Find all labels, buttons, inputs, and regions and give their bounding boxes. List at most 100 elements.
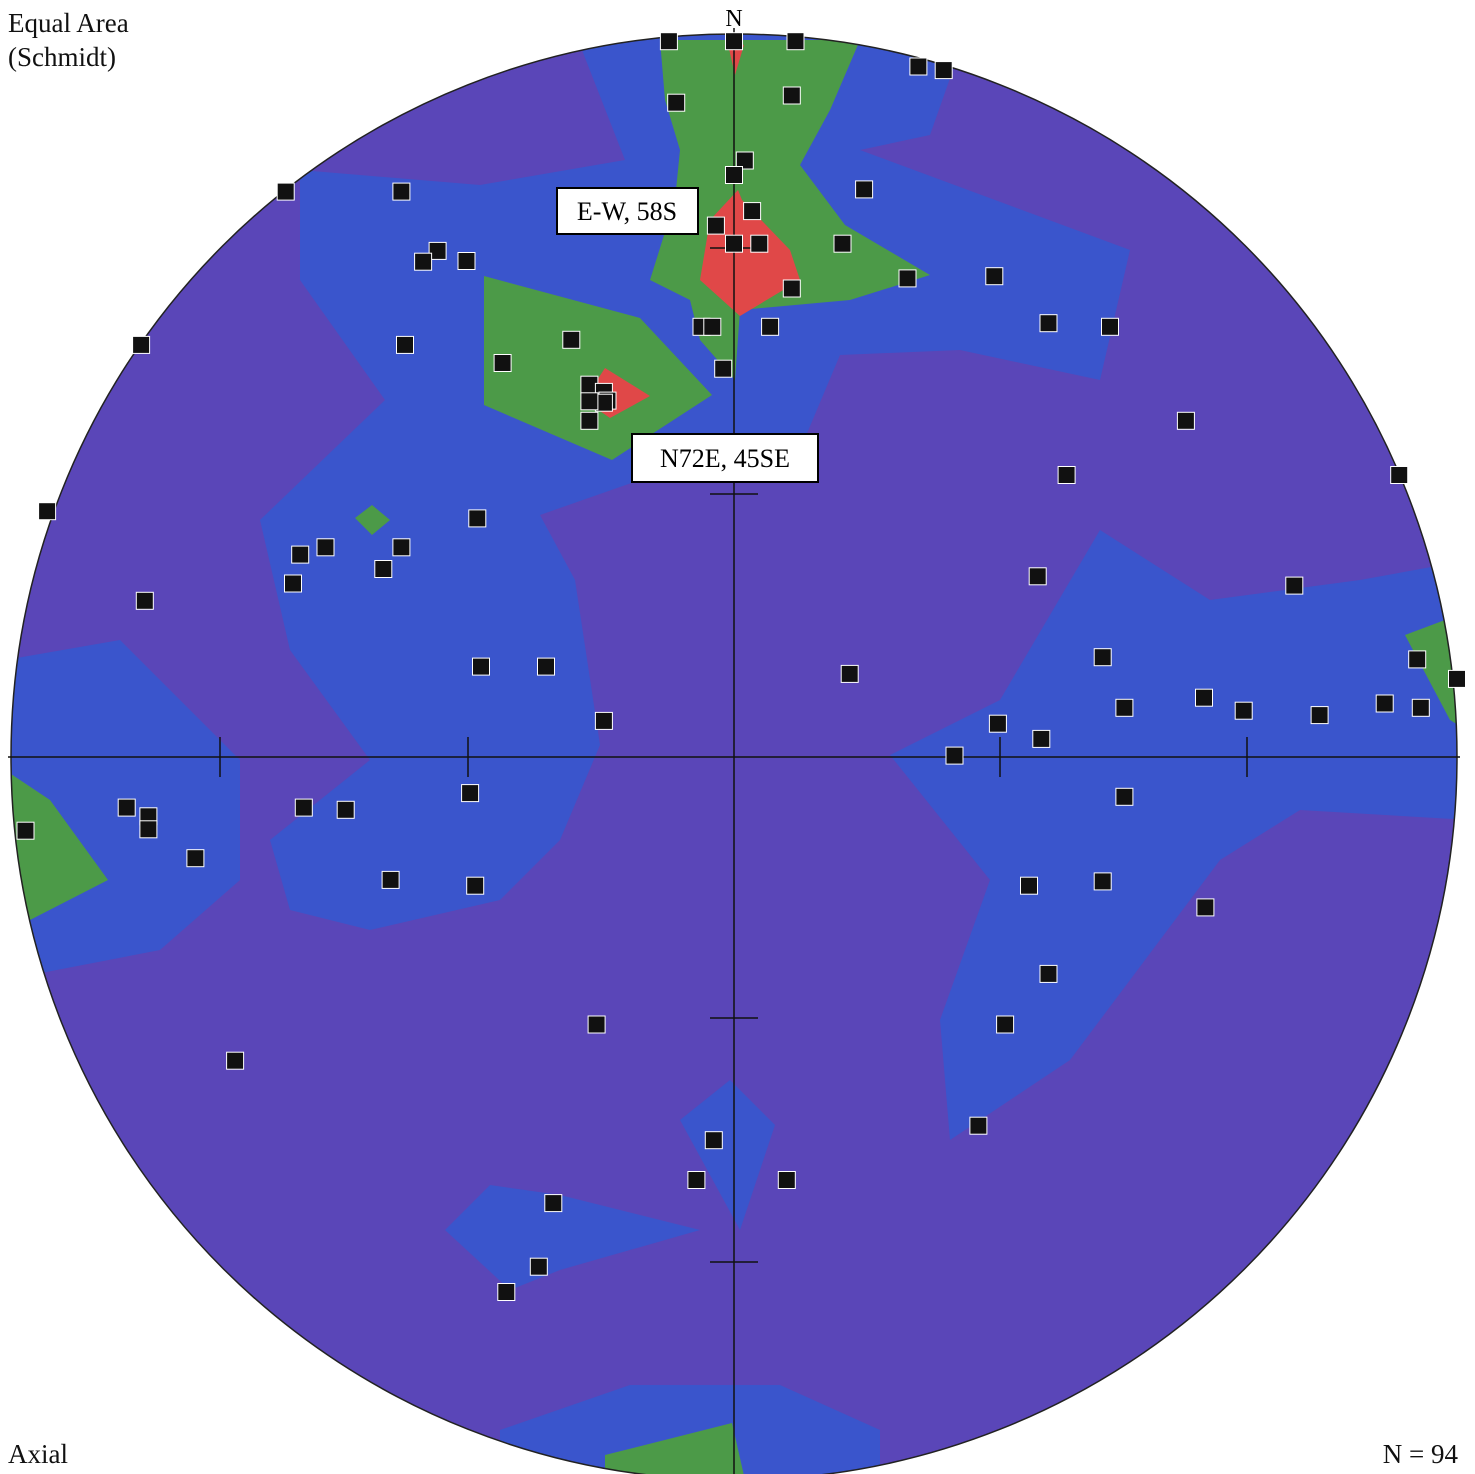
pole-point-62	[1375, 694, 1394, 713]
pole-point-0	[659, 32, 678, 51]
pole-point-38	[580, 411, 599, 430]
pole-point-23	[132, 335, 151, 354]
contour-low-south-center	[680, 1080, 775, 1230]
pole-point-88	[687, 1171, 706, 1189]
pole-point-10	[276, 182, 295, 201]
contour-low-south	[500, 1385, 880, 1474]
contour-low-east	[890, 530, 1457, 1140]
pole-point-90	[544, 1194, 563, 1213]
pole-point-8	[725, 166, 743, 184]
pole-point-53	[840, 664, 859, 683]
pole-point-92	[497, 1283, 516, 1301]
pole-point-78	[466, 876, 485, 895]
pole-point-51	[135, 591, 154, 610]
annotation-ew-box	[556, 187, 699, 235]
pole-point-87	[704, 1131, 723, 1150]
pole-point-86	[969, 1116, 988, 1135]
crosshair	[8, 28, 1460, 1474]
annotation-n72e-text: N72E, 45SE	[660, 444, 790, 473]
north-label: N	[725, 6, 742, 32]
pole-point-89	[777, 1171, 796, 1189]
contour-mid-cluster	[484, 276, 712, 460]
pole-point-30	[761, 317, 780, 336]
pole-point-18	[414, 252, 433, 271]
pole-point-70	[117, 798, 136, 817]
pole-point-5	[909, 57, 928, 76]
pole-point-32	[714, 359, 733, 378]
pole-point-65	[988, 714, 1007, 733]
pole-point-21	[985, 267, 1004, 286]
pole-point-7	[735, 151, 754, 170]
count-label: N = 94	[1382, 1439, 1458, 1469]
pole-point-24	[396, 335, 414, 354]
pole-point-46	[392, 538, 411, 557]
pole-point-16	[833, 234, 852, 253]
annotation-ew-text: E-W, 58S	[577, 197, 677, 226]
pole-point-74	[294, 798, 313, 817]
pole-point-50	[1285, 576, 1304, 595]
projection-title: Equal Area	[8, 8, 129, 38]
pole-point-59	[1115, 698, 1134, 717]
annotation-n72e-box	[631, 433, 819, 483]
pole-point-43	[468, 509, 487, 528]
pole-point-64	[594, 711, 613, 730]
pole-point-44	[316, 538, 335, 557]
pole-point-14	[725, 234, 743, 253]
pole-point-3	[667, 93, 686, 112]
pole-point-45	[291, 545, 310, 564]
pole-point-6	[934, 61, 953, 80]
pole-point-47	[374, 560, 393, 578]
pole-point-1	[725, 32, 743, 51]
pole-point-73	[139, 820, 158, 839]
plot-kind-label: Axial	[8, 1439, 68, 1469]
pole-point-52	[1093, 648, 1112, 667]
projection-subtitle: (Schmidt)	[8, 42, 116, 72]
pole-point-15	[750, 234, 769, 253]
contour-mid-small	[355, 505, 390, 535]
pole-point-63	[1411, 698, 1430, 717]
pole-point-42	[38, 502, 57, 521]
pole-points	[16, 32, 1466, 1301]
pole-point-72	[16, 821, 35, 840]
pole-point-68	[461, 784, 480, 803]
pole-point-20	[898, 269, 917, 288]
pole-point-26	[1039, 314, 1058, 333]
pole-point-40	[1057, 466, 1076, 484]
pole-point-82	[1039, 964, 1058, 983]
pole-point-27	[1101, 317, 1119, 336]
pole-point-58	[1195, 688, 1213, 707]
pole-point-67	[945, 746, 964, 765]
pole-point-66	[1032, 729, 1051, 748]
annotation-ew: E-W, 58S	[556, 187, 699, 235]
pole-point-54	[472, 657, 490, 676]
pole-point-2	[786, 32, 805, 51]
pole-point-48	[284, 574, 302, 593]
contour-mid-south	[605, 1423, 745, 1474]
pole-point-84	[587, 1015, 606, 1034]
pole-point-85	[226, 1051, 245, 1070]
contour-mid-regions	[11, 40, 1457, 1474]
pole-point-57	[1448, 669, 1466, 688]
pole-point-75	[336, 800, 355, 819]
pole-point-39	[1176, 411, 1195, 430]
pole-point-55	[537, 657, 555, 676]
pole-point-81	[1196, 898, 1215, 917]
pole-point-80	[1093, 872, 1112, 891]
pole-point-49	[1028, 567, 1047, 586]
pole-point-22	[782, 279, 801, 298]
annotation-n72e: N72E, 45SE	[631, 433, 819, 483]
pole-point-29	[703, 317, 722, 336]
pole-point-17	[428, 241, 447, 260]
pole-point-41	[1390, 466, 1409, 484]
pole-point-60	[1234, 701, 1253, 720]
contour-high-mid	[700, 190, 800, 316]
pole-point-13	[706, 216, 725, 235]
pole-point-25	[562, 330, 581, 349]
pole-point-77	[381, 870, 400, 889]
pole-point-91	[529, 1257, 548, 1276]
pole-point-4	[782, 86, 801, 105]
pole-point-9	[855, 180, 874, 199]
contour-low-south-west	[445, 1185, 700, 1290]
pole-point-56	[1408, 650, 1427, 669]
